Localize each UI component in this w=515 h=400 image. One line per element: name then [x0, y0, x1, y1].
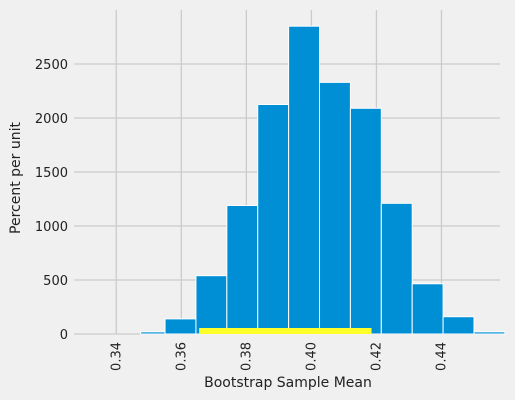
x-tick-label: 0.34 [109, 342, 124, 371]
y-tick-label: 500 [43, 274, 68, 289]
y-tick-label: 2000 [35, 112, 68, 127]
confidence-interval [199, 328, 372, 334]
x-tick-label: 0.42 [369, 342, 384, 371]
histogram-bar [411, 283, 444, 335]
histogram-bars [140, 25, 506, 335]
y-tick-label: 1000 [35, 220, 68, 235]
histogram-bar [195, 275, 228, 335]
histogram-bar [226, 204, 259, 335]
interval-bar [199, 328, 372, 334]
x-tick-label: 0.36 [174, 342, 189, 371]
y-tick-label: 1500 [35, 166, 68, 181]
y-axis-ticks: 0 500 1000 1500 2000 2500 [35, 58, 68, 343]
histogram-bar [140, 331, 166, 335]
histogram-bar [442, 316, 475, 335]
histogram-bar [257, 104, 290, 335]
x-tick-label: 0.38 [239, 342, 254, 371]
x-tick-label: 0.44 [434, 342, 449, 371]
x-tick-label: 0.40 [304, 342, 319, 371]
y-tick-label: 2500 [35, 58, 68, 73]
y-tick-label: 0 [60, 328, 68, 343]
histogram-bar [319, 81, 351, 335]
y-axis-label: Percent per unit [8, 122, 24, 234]
histogram-bar [380, 202, 413, 335]
histogram-bar [349, 107, 382, 335]
x-axis-label: Bootstrap Sample Mean [204, 375, 372, 391]
x-axis-ticks: 0.34 0.36 0.38 0.40 0.42 0.44 [109, 342, 449, 371]
histogram-bar [164, 318, 197, 335]
histogram-bar [473, 331, 506, 335]
histogram-bar [288, 25, 321, 335]
